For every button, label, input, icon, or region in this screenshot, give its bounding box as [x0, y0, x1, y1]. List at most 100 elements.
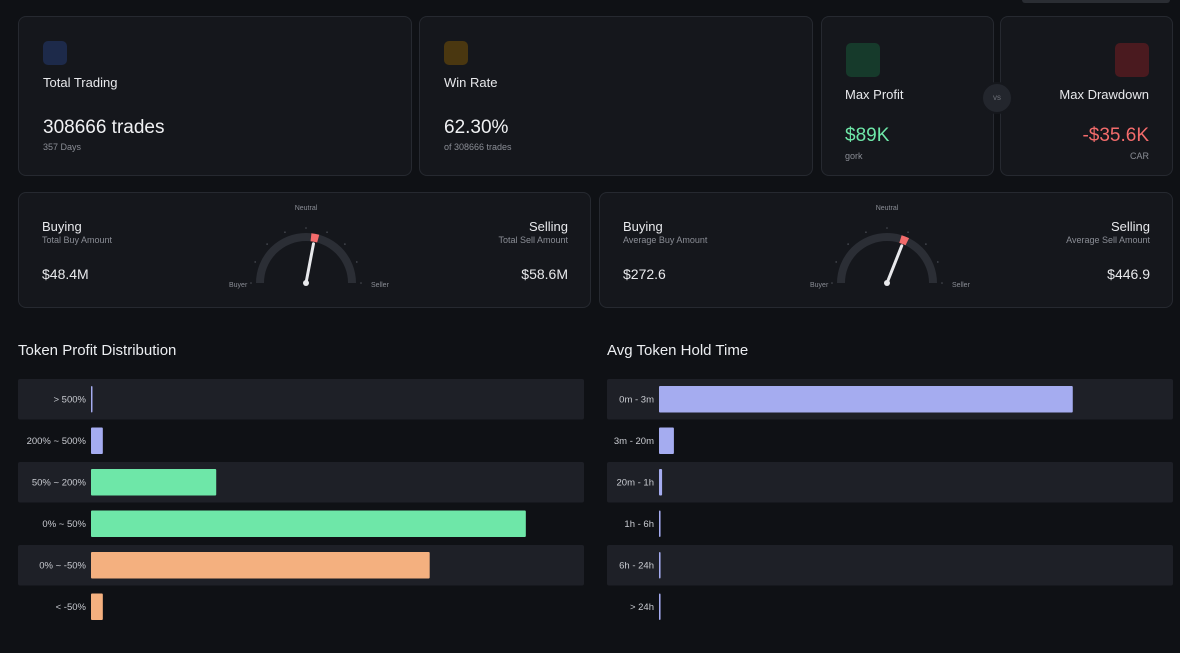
vs-badge: vs	[981, 82, 1013, 114]
bar	[659, 593, 661, 620]
gauge-arc	[837, 233, 937, 284]
bar	[91, 552, 430, 579]
gauge-hub	[884, 280, 890, 286]
right-sub: Average Sell Amount	[1066, 235, 1150, 245]
stat-value: 62.30%	[444, 117, 509, 138]
bar	[91, 386, 93, 413]
right-value: $446.9	[1107, 266, 1150, 282]
gauge-dot	[356, 261, 358, 263]
stat-card: Total Trading 308666 trades 357 Days	[18, 16, 412, 176]
category-label: > 500%	[54, 394, 87, 405]
gauge-dot	[847, 243, 849, 245]
chart-title: Token Profit Distribution	[18, 342, 176, 359]
bar	[659, 427, 674, 454]
left-value: $48.4M	[42, 266, 89, 282]
gauge-hub	[303, 280, 309, 286]
right-title: Selling	[1110, 219, 1150, 234]
chart-title: Avg Token Hold Time	[607, 342, 748, 359]
gauge-dot	[305, 227, 307, 229]
gauge-needle	[885, 244, 904, 285]
gauge-seller-label: Seller	[952, 282, 971, 289]
drawdown-label: Max Drawdown	[1059, 87, 1149, 102]
stat-value: 308666 trades	[43, 117, 165, 138]
top-button-edge[interactable]	[1022, 0, 1170, 3]
stat-card: Win Rate 62.30% of 308666 trades	[419, 16, 813, 176]
gauge-dot	[937, 261, 939, 263]
gauge-seller-label: Seller	[371, 282, 390, 289]
gauge: Neutral Buyer Seller	[229, 205, 390, 289]
stat-label: Win Rate	[444, 75, 498, 90]
category-label: > 24h	[630, 602, 654, 613]
gauge-dot	[925, 243, 927, 245]
left-sub: Total Buy Amount	[42, 235, 113, 245]
stat-sub: of 308666 trades	[444, 142, 512, 152]
left-value: $272.6	[623, 266, 666, 282]
bar	[91, 469, 217, 496]
stat-label: Total Trading	[43, 75, 118, 90]
gauge-card: Buying Total Buy Amount $48.4M Selling Total…	[18, 192, 591, 308]
category-label: < -50%	[56, 602, 87, 613]
profit-value: $89K	[845, 125, 890, 146]
gauge-marker	[899, 235, 910, 246]
gauge-dot	[360, 282, 362, 284]
bar	[91, 593, 103, 620]
right-sub: Total Sell Amount	[498, 235, 568, 245]
category-label: 50% ~ 200%	[32, 477, 87, 488]
calendar-icon	[43, 41, 67, 65]
bar	[659, 469, 663, 496]
left-title: Buying	[623, 219, 663, 234]
trophy-icon	[444, 41, 468, 65]
category-label: 1h - 6h	[624, 519, 654, 530]
right-title: Selling	[528, 219, 568, 234]
gauge-top-label: Neutral	[876, 205, 899, 212]
gauge-arc	[256, 233, 356, 284]
profit-label: Max Profit	[845, 87, 904, 102]
gauge-dot	[344, 243, 346, 245]
drawdown-card: Max Drawdown -$35.6K CAR	[1000, 16, 1173, 176]
profit-card: Max Profit $89K gork	[821, 16, 994, 176]
gauge-dot	[326, 231, 328, 233]
category-label: 3m - 20m	[614, 436, 654, 447]
gauge-top-label: Neutral	[295, 205, 318, 212]
gauge-dot	[266, 243, 268, 245]
drawdown-value: -$35.6K	[1082, 125, 1149, 146]
left-sub: Average Buy Amount	[623, 235, 708, 245]
row-band	[607, 462, 1173, 503]
gauge-dot	[284, 231, 286, 233]
gauge-dot	[831, 282, 833, 284]
bar	[91, 510, 526, 537]
bar	[659, 510, 661, 537]
category-label: 0m - 3m	[619, 394, 654, 405]
category-label: 200% ~ 500%	[27, 436, 87, 447]
bar	[659, 386, 1073, 413]
row-band	[607, 545, 1173, 586]
stat-sub: 357 Days	[43, 142, 82, 152]
gauge-marker	[310, 233, 320, 243]
category-label: 0% ~ 50%	[42, 519, 86, 530]
gauge-dot	[886, 227, 888, 229]
drawdown-token: CAR	[1129, 151, 1149, 161]
gauge-dot	[907, 231, 909, 233]
row-band	[18, 379, 584, 420]
profit-token: gork	[845, 151, 863, 161]
right-value: $58.6M	[521, 266, 568, 282]
trend-down-icon	[1115, 43, 1149, 77]
gauge-dot	[250, 282, 252, 284]
gauge: Neutral Buyer Seller	[810, 205, 971, 289]
gauge-dot	[835, 261, 837, 263]
bar	[91, 427, 103, 454]
category-label: 0% ~ -50%	[39, 560, 86, 571]
bar	[659, 552, 661, 579]
gauge-card: Buying Average Buy Amount $272.6 Selling Ave…	[599, 192, 1173, 308]
gauge-dot	[254, 261, 256, 263]
category-label: 20m - 1h	[617, 477, 655, 488]
chart: Avg Token Hold Time 0m - 3m 3m - 20m 20m - …	[607, 342, 1173, 620]
category-label: 6h - 24h	[619, 560, 654, 571]
gauge-buyer-label: Buyer	[229, 282, 248, 289]
gauge-needle	[304, 242, 315, 285]
gauge-dot	[865, 231, 867, 233]
chart: Token Profit Distribution > 500% 200% ~ 50…	[18, 342, 584, 620]
gauge-dot	[941, 282, 943, 284]
